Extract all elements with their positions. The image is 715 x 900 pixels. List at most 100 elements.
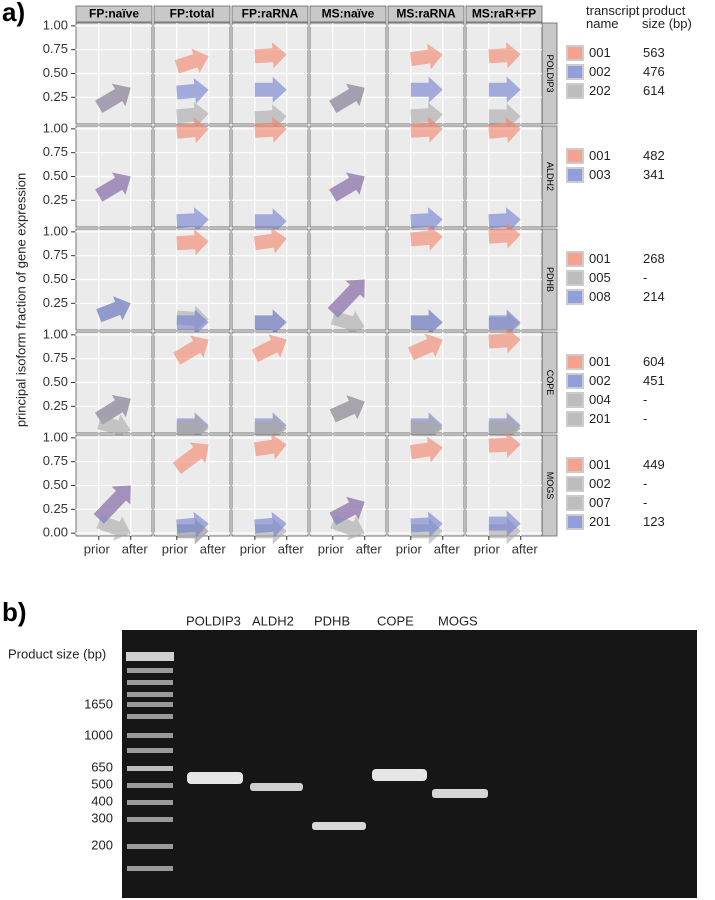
y-tick-label: 0.00: [43, 525, 68, 540]
legend-swatch: [566, 289, 584, 305]
legend-name: 001: [589, 148, 611, 163]
facet-strip: [387, 5, 465, 23]
arrow: [330, 310, 365, 336]
legend-swatch: [566, 354, 584, 370]
ladder-label: 1000: [84, 727, 113, 742]
x-tick-label: after: [512, 541, 539, 556]
legend-header: transcript name: [586, 3, 640, 31]
legend-size: 449: [643, 457, 665, 472]
y-tick-label: 0.75: [43, 350, 68, 365]
x-tick-label: prior: [318, 541, 345, 556]
legend-name: 001: [589, 45, 611, 60]
arrow: [410, 224, 443, 251]
legend-size: -: [643, 392, 648, 407]
legend-name: 002: [589, 64, 611, 79]
arrow: [329, 83, 365, 113]
arrow: [176, 229, 209, 256]
legend-swatch: [566, 83, 584, 99]
facet-strip: [465, 5, 543, 23]
arrow: [173, 335, 209, 365]
legend-size: 476: [643, 64, 665, 79]
legend-name: 002: [589, 476, 611, 491]
x-tick-label: after: [434, 541, 461, 556]
ladder-label: 500: [91, 776, 113, 791]
facet-label: FP:raRNA: [242, 7, 299, 21]
x-tick-label: after: [278, 541, 305, 556]
arrow: [488, 510, 521, 537]
legend-swatch: [566, 495, 584, 511]
arrow: [95, 83, 131, 113]
legend-size: 123: [643, 514, 665, 529]
arrow: [253, 433, 287, 460]
legend-size: -: [643, 411, 648, 426]
legend-swatch: [566, 45, 584, 61]
facet-label: MS:raRNA: [396, 7, 456, 21]
gel: [122, 630, 697, 898]
lane-label: PDHB: [314, 613, 350, 628]
x-tick-label: after: [356, 541, 383, 556]
y-tick-label: 1.00: [43, 223, 68, 238]
arrow: [409, 436, 443, 463]
legend-swatch: [566, 411, 584, 427]
y-tick-label: 0.50: [43, 168, 68, 183]
arrow: [96, 296, 131, 323]
x-tick-label: prior: [474, 541, 501, 556]
y-tick-label: 0.25: [43, 89, 68, 104]
legend-size: 214: [643, 289, 665, 304]
legend-name: 001: [589, 457, 611, 472]
facet-label: POLDIP3: [545, 54, 555, 92]
arrow: [488, 327, 521, 354]
legend-name: 003: [589, 167, 611, 182]
x-tick-label: prior: [84, 541, 111, 556]
arrow: [95, 172, 131, 202]
legend-size: 482: [643, 148, 665, 163]
legend-swatch: [566, 167, 584, 183]
arrow: [410, 102, 443, 129]
panel-label: b): [2, 597, 27, 627]
legend-name: 004: [589, 392, 611, 407]
legend-name: 201: [589, 411, 611, 426]
facet-label: ALDH2: [545, 162, 555, 191]
facet-label: FP:total: [170, 7, 215, 21]
lane-label: COPE: [377, 613, 414, 628]
legend-size: 604: [643, 354, 665, 369]
arrow: [329, 395, 365, 423]
arrow: [488, 432, 521, 458]
arrow: [410, 76, 443, 103]
legend-size: -: [643, 270, 648, 285]
arrow: [176, 511, 209, 538]
ladder-label: 1650: [84, 696, 113, 711]
legend-swatch: [566, 148, 584, 164]
arrow: [172, 442, 209, 474]
gel-bands: [187, 769, 488, 830]
legend-name: 201: [589, 514, 611, 529]
legend-swatch: [566, 270, 584, 286]
y-axis-label: principal isoform fraction of gene expre…: [13, 173, 28, 427]
ladder-label: 650: [91, 759, 113, 774]
arrow: [254, 76, 287, 103]
facet-label: FP:naïve: [89, 7, 139, 21]
arrow: [174, 48, 209, 74]
legend-size: -: [643, 476, 648, 491]
arrow: [253, 227, 287, 254]
arrow: [488, 207, 521, 234]
legend-size: 451: [643, 373, 665, 388]
y-tick-label: 0.50: [43, 271, 68, 286]
legend-name: 001: [589, 251, 611, 266]
x-tick-label: prior: [396, 541, 423, 556]
y-tick-label: 1.00: [43, 17, 68, 32]
lane-label: ALDH2: [252, 613, 294, 628]
y-tick-label: 1.00: [43, 326, 68, 341]
arrow: [488, 76, 521, 103]
y-tick-label: 0.75: [43, 144, 68, 159]
y-tick-label: 0.25: [43, 295, 68, 310]
legend-size: 614: [643, 83, 665, 98]
y-tick-label: 0.75: [43, 41, 68, 56]
y-tick-label: 1.00: [43, 120, 68, 135]
arrow: [93, 485, 131, 524]
facet-strip: [309, 5, 387, 23]
y-tick-label: 1.00: [43, 429, 68, 444]
facet-strip: [75, 5, 153, 23]
arrow: [176, 309, 209, 336]
